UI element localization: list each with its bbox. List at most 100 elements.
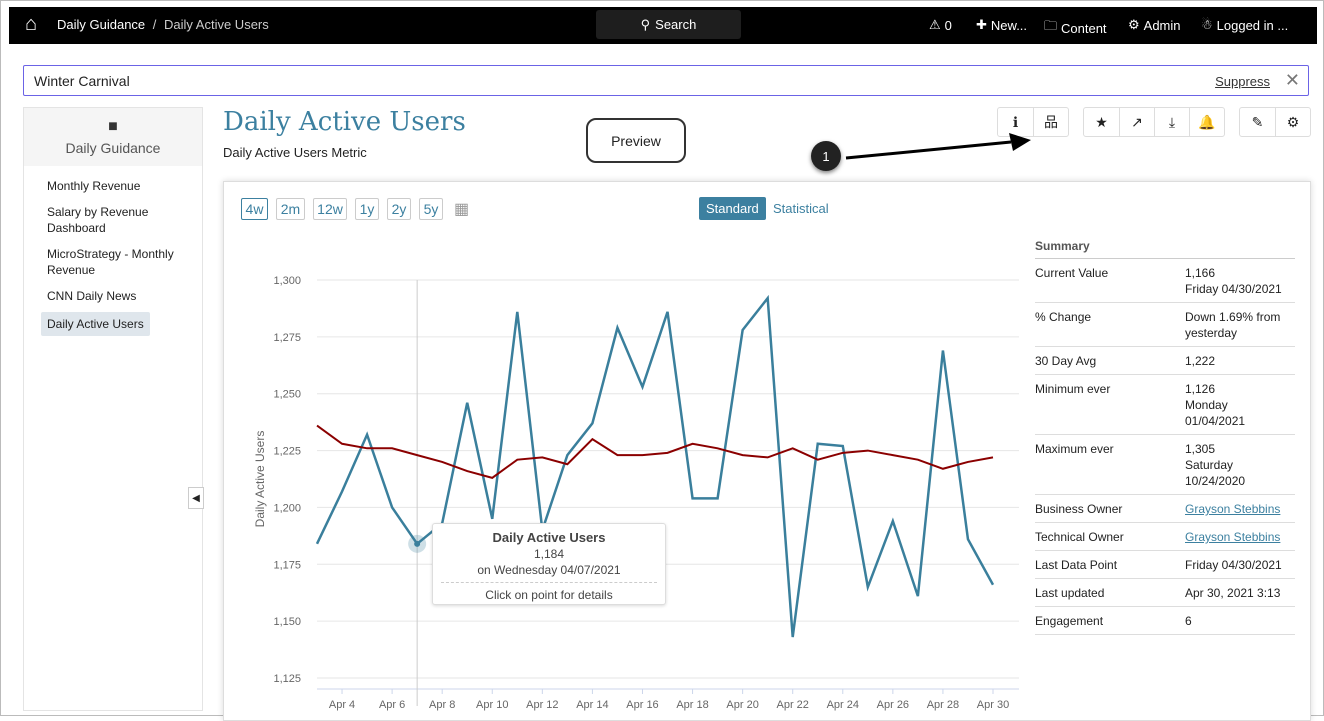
sidebar-item-microstrategy[interactable]: MicroStrategy - Monthly Revenue [47, 247, 174, 277]
y-tick-label: 1,250 [273, 389, 301, 401]
range-5y[interactable]: 5y [419, 198, 443, 220]
breadcrumb-current: Daily Active Users [164, 17, 269, 32]
summary-key: Business Owner [1035, 502, 1123, 516]
hierarchy-icon[interactable]: 品 [1033, 108, 1068, 136]
summary-key: 30 Day Avg [1035, 354, 1097, 368]
summary-value: Grayson Stebbins [1185, 501, 1295, 517]
tooltip-value: 1,184 [533, 547, 565, 561]
banner-text: Winter Carnival [34, 73, 130, 89]
summary-value: 6 [1185, 613, 1295, 629]
summary-value-line: 01/04/2021 [1185, 414, 1246, 428]
summary-row: Technical Owner Grayson Stebbins [1035, 523, 1295, 551]
summary-key: Technical Owner [1035, 530, 1124, 544]
suppress-link[interactable]: Suppress [1215, 74, 1270, 89]
summary-row: Engagement 6 [1035, 607, 1295, 635]
summary-value: Apr 30, 2021 3:13 [1185, 585, 1295, 601]
summary-value-line: Saturday [1185, 458, 1234, 472]
user-menu[interactable]: ☃ Logged in ... [1201, 17, 1288, 33]
y-axis-label: Daily Active Users [253, 431, 267, 528]
x-tick-label: Apr 26 [877, 699, 909, 711]
sidebar-item-salary-by-revenue[interactable]: Salary by Revenue Dashboard [47, 205, 149, 235]
search-button[interactable]: ⚲ Search [596, 10, 741, 39]
bell-icon[interactable]: 🔔 [1189, 108, 1224, 136]
y-tick-label: 1,300 [273, 275, 301, 287]
tooltip-date: on Wednesday 04/07/2021 [477, 563, 621, 577]
summary-value-line: 1,305 [1185, 442, 1216, 456]
x-tick-label: Apr 24 [827, 699, 859, 711]
summary-value: Grayson Stebbins [1185, 529, 1295, 545]
summary-key: Last Data Point [1035, 558, 1118, 572]
range-1y[interactable]: 1y [355, 198, 379, 220]
alerts-button[interactable]: ⚠ 0 [929, 17, 952, 33]
star-icon[interactable]: ★ [1095, 113, 1108, 130]
line-chart[interactable]: 1,125 1,150 1,175 1,200 1,225 1,250 1,275 1,300… [231, 261, 1031, 711]
range-2y[interactable]: 2y [387, 198, 411, 220]
gear-icon[interactable]: ⚙ [1275, 108, 1310, 136]
home-icon[interactable]: ⌂ [25, 13, 38, 35]
callout-arrow [845, 133, 1031, 160]
daily-active-users-line [315, 294, 995, 638]
summary-value-line: Friday 04/30/2021 [1185, 558, 1282, 572]
x-tick-label: Apr 8 [429, 699, 455, 711]
summary-key: % Change [1035, 310, 1092, 324]
statistical-view-tab[interactable]: Statistical [773, 201, 829, 216]
x-tick-label: Apr 20 [726, 699, 758, 711]
standard-view-tab[interactable]: Standard [699, 197, 766, 220]
collapse-sidebar-button[interactable]: ◀ [188, 487, 204, 509]
x-tick-label: Apr 12 [526, 699, 558, 711]
announcement-banner: Winter Carnival Suppress ✕ [23, 65, 1309, 96]
content-label: Content [1061, 20, 1107, 36]
page-subtitle: Daily Active Users Metric [223, 145, 367, 160]
summary-value-line: Friday 04/30/2021 [1185, 282, 1282, 296]
summary-key: Minimum ever [1035, 382, 1111, 396]
summary-value-line: 1,126 [1185, 382, 1216, 396]
summary-value: Down 1.69% from yesterday [1185, 309, 1295, 341]
chart-tooltip: Daily Active Users 1,184 on Wednesday 04… [432, 523, 666, 605]
range-2m[interactable]: 2m [276, 198, 305, 220]
callout-badge: 1 [811, 141, 841, 171]
sidebar-folder-header[interactable]: ■ Daily Guidance [24, 108, 202, 166]
summary-row: Maximum ever 1,305 Saturday 10/24/2020 [1035, 435, 1295, 495]
range-12w[interactable]: 12w [313, 198, 347, 220]
summary-value-line: 10/24/2020 [1185, 474, 1246, 488]
share-icon[interactable]: ↗ [1119, 108, 1154, 136]
pencil-icon[interactable]: ✎ [1251, 113, 1264, 130]
sidebar-item-cnn-daily-news[interactable]: CNN Daily News [47, 289, 137, 303]
summary-row: Business Owner Grayson Stebbins [1035, 495, 1295, 523]
sidebar-item-daily-active-users[interactable]: Daily Active Users [41, 312, 150, 336]
close-icon[interactable]: ✕ [1284, 70, 1300, 90]
alerts-count: 0 [944, 17, 952, 33]
summary-value-line: 6 [1185, 614, 1192, 628]
owner-link[interactable]: Grayson Stebbins [1185, 530, 1281, 544]
summary-value-line: 1,166 [1185, 266, 1216, 280]
edit-button-group: ✎ ⚙ [1239, 107, 1311, 137]
info-icon[interactable]: ℹ [1012, 113, 1019, 130]
summary-value: 1,166 Friday 04/30/2021 [1185, 265, 1295, 297]
owner-link[interactable]: Grayson Stebbins [1185, 502, 1281, 516]
warning-icon: ⚠ [929, 17, 941, 32]
new-button[interactable]: ✚ New... [976, 17, 1027, 33]
summary-value-line: Down 1.69% from yesterday [1185, 310, 1281, 340]
summary-value: 1,305 Saturday 10/24/2020 [1185, 441, 1295, 489]
content-button[interactable]: 🗀 Content [1044, 17, 1107, 39]
summary-panel: Summary Current Value 1,166 Friday 04/30/2… [1035, 239, 1295, 635]
summary-key: Last updated [1035, 586, 1105, 600]
folder-icon: 🗀 [1044, 18, 1058, 33]
y-tick-label: 1,200 [273, 502, 301, 514]
info-button-group: ℹ 品 [997, 107, 1069, 137]
search-icon: ⚲ [640, 16, 651, 32]
user-icon: ☃ [1201, 17, 1213, 32]
breadcrumb-separator: / [149, 17, 160, 32]
download-icon[interactable]: ⤓ [1154, 108, 1189, 136]
admin-button[interactable]: ⚙ Admin [1128, 17, 1181, 33]
x-tick-label: Apr 4 [329, 699, 355, 711]
breadcrumb-root[interactable]: Daily Guidance [57, 17, 146, 32]
summary-title: Summary [1035, 239, 1295, 259]
sidebar-item-monthly-revenue[interactable]: Monthly Revenue [47, 179, 141, 193]
search-label: Search [655, 17, 697, 32]
y-tick-label: 1,175 [273, 559, 301, 571]
folder-icon: ■ [108, 118, 118, 135]
range-4w[interactable]: 4w [241, 198, 268, 220]
calendar-icon[interactable]: ▦ [454, 201, 470, 218]
page-title: Daily Active Users [223, 107, 466, 137]
